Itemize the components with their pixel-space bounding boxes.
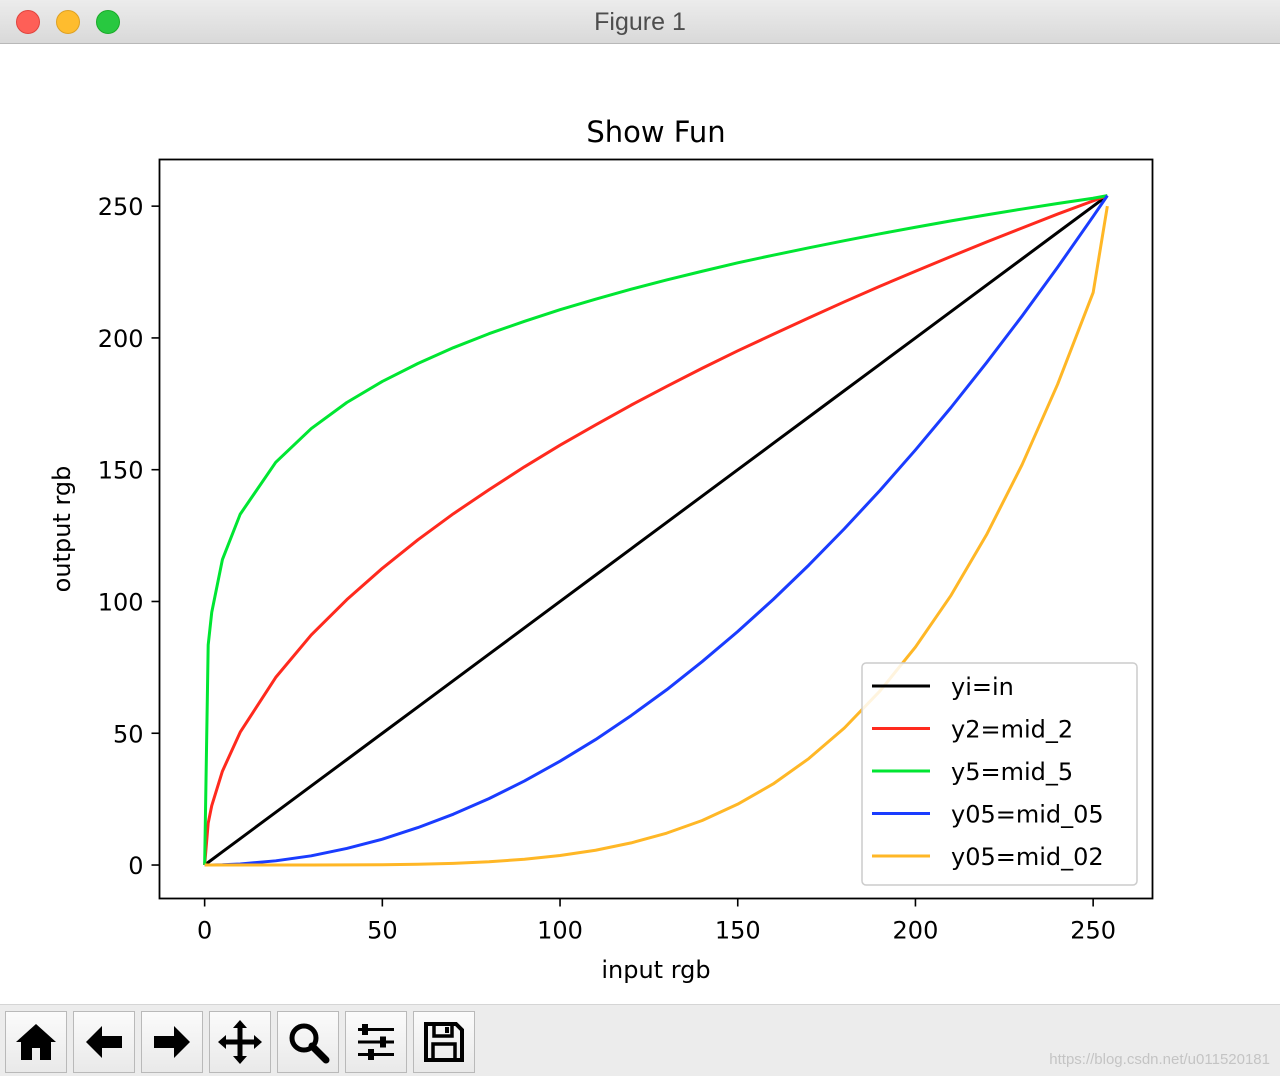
- legend-box: [861, 662, 1138, 886]
- figure-canvas: 0 50 100 150 200 250 0 50 100 150 200 250 Show Fun …: [0, 44, 1280, 1004]
- y-tick-label: 50: [113, 720, 144, 748]
- ticks-layer: 0 50 100 150 200 250 0 50 100 150 200 250: [98, 193, 1116, 944]
- window-title: Figure 1: [594, 8, 686, 36]
- series-line-4: [204, 205, 1109, 867]
- x-tick-label: 200: [893, 917, 939, 945]
- minimize-window-button[interactable]: [56, 10, 80, 34]
- x-axis-label: input rgb: [601, 956, 710, 984]
- x-tick-label: 50: [367, 917, 398, 945]
- series-line-1: [203, 194, 1108, 866]
- x-tick-label: 250: [1070, 917, 1116, 945]
- legend-label: yi=in: [951, 673, 1014, 701]
- y-axis-label: output rgb: [48, 466, 76, 593]
- back-arrow-icon: [86, 1026, 122, 1058]
- x-tick-label: 0: [197, 917, 212, 945]
- home-button[interactable]: [5, 1011, 67, 1073]
- y-tick-label: 150: [98, 457, 144, 485]
- series-line-0: [203, 194, 1109, 867]
- legend-label: y05=mid_02: [951, 843, 1104, 871]
- x-tick-label: 150: [715, 917, 761, 945]
- series-line-3: [204, 194, 1109, 867]
- legend-label: y2=mid_2: [951, 716, 1073, 744]
- series-layer: [203, 194, 1109, 867]
- watermark-text: https://blog.csdn.net/u011520181: [1049, 1051, 1270, 1068]
- close-window-button[interactable]: [16, 10, 40, 34]
- x-tick-label: 100: [537, 917, 583, 945]
- pan-icon: [218, 1020, 262, 1064]
- y-tick-label: 200: [98, 325, 144, 353]
- legend-label: y05=mid_05: [951, 801, 1104, 829]
- chart-title: Show Fun: [586, 115, 725, 149]
- window-titlebar: Figure 1: [0, 0, 1280, 44]
- home-icon: [16, 1024, 56, 1060]
- pan-button[interactable]: [209, 1011, 271, 1073]
- back-button[interactable]: [73, 1011, 135, 1073]
- y-tick-label: 0: [128, 852, 143, 880]
- sliders-icon: [358, 1024, 394, 1060]
- forward-button[interactable]: [141, 1011, 203, 1073]
- plot-frame: [158, 158, 1154, 900]
- save-button[interactable]: [413, 1011, 475, 1073]
- legend: yi=in y2=mid_2 y5=mid_5 y05=mid_05 y05=mid_0…: [861, 662, 1138, 886]
- series-line-2: [203, 194, 1108, 866]
- y-tick-label: 250: [98, 193, 144, 221]
- zoom-button[interactable]: [277, 1011, 339, 1073]
- y-tick-label: 100: [98, 588, 144, 616]
- save-icon: [424, 1022, 464, 1062]
- navigation-toolbar: https://blog.csdn.net/u011520181: [0, 1004, 1280, 1076]
- zoom-window-button[interactable]: [96, 10, 120, 34]
- zoom-icon: [289, 1023, 330, 1064]
- forward-arrow-icon: [154, 1026, 190, 1058]
- legend-label: y5=mid_5: [951, 758, 1073, 786]
- configure-subplots-button[interactable]: [345, 1011, 407, 1073]
